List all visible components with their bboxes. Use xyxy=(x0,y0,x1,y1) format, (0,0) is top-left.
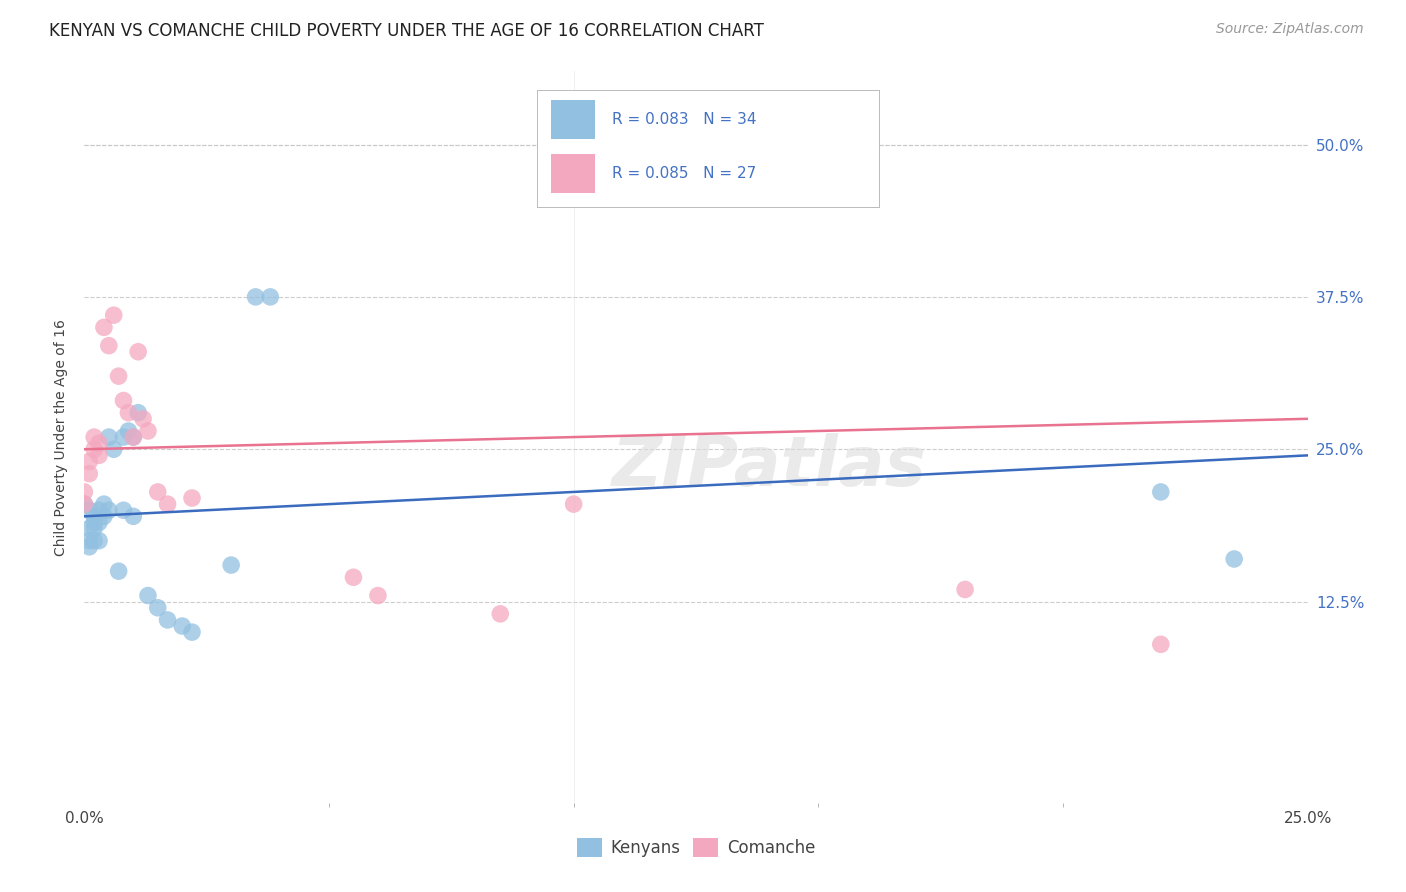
Point xyxy=(103,442,125,457)
Point xyxy=(73,497,96,511)
Point xyxy=(146,485,169,500)
Point xyxy=(77,533,100,548)
Point xyxy=(136,589,159,603)
Point xyxy=(1150,485,1173,500)
Point xyxy=(127,406,149,420)
Point xyxy=(87,503,110,517)
Point xyxy=(181,491,204,505)
Point xyxy=(77,454,100,468)
Point xyxy=(97,503,120,517)
Point xyxy=(83,521,105,535)
Text: ZIPatlas: ZIPatlas xyxy=(612,433,927,500)
Point xyxy=(489,607,512,621)
Point xyxy=(83,430,105,444)
Point xyxy=(97,430,120,444)
Text: Source: ZipAtlas.com: Source: ZipAtlas.com xyxy=(1216,22,1364,37)
Point xyxy=(156,613,179,627)
Point xyxy=(83,516,105,530)
Point xyxy=(181,625,204,640)
Point xyxy=(122,430,145,444)
Point xyxy=(83,533,105,548)
Point xyxy=(103,308,125,322)
Point xyxy=(132,412,155,426)
Point xyxy=(93,497,115,511)
Point xyxy=(87,436,110,450)
Legend: Kenyans, Comanche: Kenyans, Comanche xyxy=(569,831,823,864)
Point xyxy=(112,430,135,444)
Point xyxy=(367,589,389,603)
Y-axis label: Child Poverty Under the Age of 16: Child Poverty Under the Age of 16 xyxy=(55,318,69,556)
Point xyxy=(83,442,105,457)
Point xyxy=(172,619,194,633)
Point xyxy=(87,516,110,530)
Point xyxy=(77,521,100,535)
Point xyxy=(259,290,281,304)
Point xyxy=(562,497,585,511)
Point xyxy=(83,509,105,524)
Point xyxy=(73,497,96,511)
Point xyxy=(117,406,139,420)
Point xyxy=(93,320,115,334)
Point xyxy=(77,467,100,481)
Point xyxy=(87,533,110,548)
Point xyxy=(122,430,145,444)
Point xyxy=(77,540,100,554)
Point xyxy=(342,570,364,584)
Point xyxy=(77,503,100,517)
Point xyxy=(1150,637,1173,651)
Point xyxy=(112,393,135,408)
Point xyxy=(156,497,179,511)
Point xyxy=(146,600,169,615)
Point xyxy=(127,344,149,359)
Point xyxy=(93,509,115,524)
Text: KENYAN VS COMANCHE CHILD POVERTY UNDER THE AGE OF 16 CORRELATION CHART: KENYAN VS COMANCHE CHILD POVERTY UNDER T… xyxy=(49,22,763,40)
Point xyxy=(122,509,145,524)
Point xyxy=(245,290,267,304)
Point xyxy=(219,558,242,573)
Point xyxy=(112,503,135,517)
Point xyxy=(117,424,139,438)
Point xyxy=(1223,552,1246,566)
Point xyxy=(107,564,129,578)
Point xyxy=(107,369,129,384)
Point xyxy=(87,448,110,462)
Point xyxy=(73,485,96,500)
Point xyxy=(97,338,120,352)
Point xyxy=(953,582,976,597)
Point xyxy=(136,424,159,438)
